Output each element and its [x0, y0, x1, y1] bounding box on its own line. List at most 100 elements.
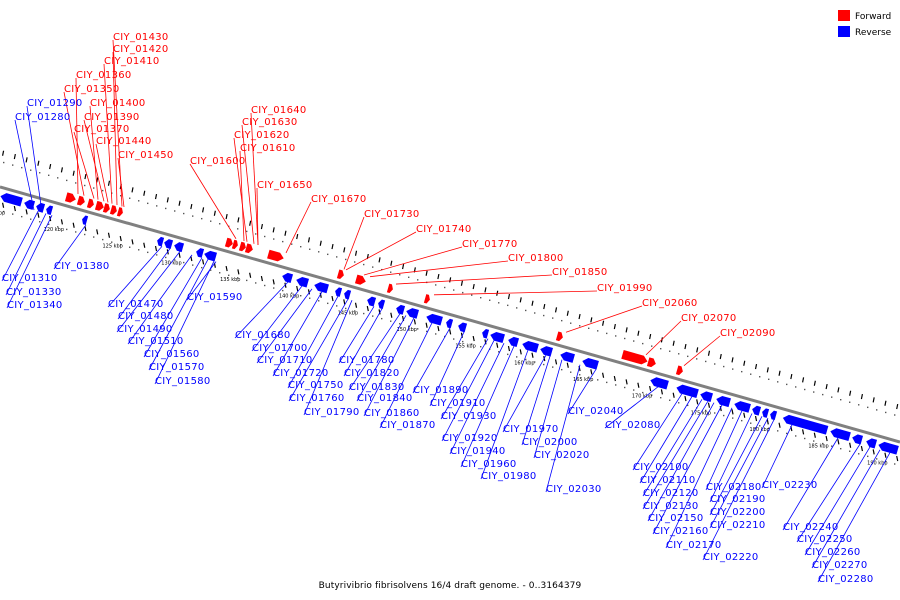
gene-label[interactable]: CIY_01400	[90, 98, 146, 109]
gene-label[interactable]: CIY_01980	[481, 471, 537, 482]
gene-label[interactable]: CIY_01480	[118, 311, 174, 322]
gene-label[interactable]: CIY_01580	[155, 376, 211, 387]
reverse-gene[interactable]	[281, 272, 294, 284]
gene-label[interactable]: CIY_01920	[442, 433, 498, 444]
gene-label[interactable]: CIY_01960	[461, 459, 517, 470]
reverse-gene[interactable]	[313, 281, 329, 294]
gene-label[interactable]: CIY_01340	[7, 300, 63, 311]
gene-label[interactable]: CIY_01850	[552, 267, 608, 278]
gene-label[interactable]: CIY_01770	[462, 239, 518, 250]
gene-label[interactable]: CIY_02030	[546, 484, 602, 495]
reverse-gene[interactable]	[81, 215, 89, 225]
gene-label[interactable]: CIY_01610	[240, 143, 296, 154]
gene-label[interactable]: CIY_01890	[413, 385, 469, 396]
reverse-gene[interactable]	[23, 199, 36, 210]
reverse-gene[interactable]	[45, 205, 54, 216]
reverse-gene[interactable]	[0, 192, 23, 207]
gene-label[interactable]: CIY_01490	[117, 324, 173, 335]
gene-label[interactable]: CIY_01650	[257, 180, 313, 191]
gene-label[interactable]: CIY_01840	[357, 393, 413, 404]
gene-label[interactable]: CIY_02120	[643, 488, 699, 499]
gene-label[interactable]: CIY_01630	[242, 117, 298, 128]
gene-label[interactable]: CIY_02270	[812, 560, 868, 571]
reverse-gene[interactable]	[366, 296, 377, 307]
gene-label[interactable]: CIY_01290	[27, 98, 83, 109]
gene-label[interactable]: CIY_01730	[364, 209, 420, 220]
gene-label[interactable]: CIY_01440	[96, 136, 152, 147]
gene-label[interactable]: CIY_02150	[648, 513, 704, 524]
gene-label[interactable]: CIY_02040	[568, 406, 624, 417]
reverse-gene[interactable]	[715, 395, 731, 408]
gene-label[interactable]: CIY_02210	[710, 520, 766, 531]
forward-gene[interactable]	[231, 239, 239, 250]
reverse-gene[interactable]	[481, 328, 490, 339]
forward-gene[interactable]	[102, 203, 111, 213]
gene-label[interactable]: CIY_01740	[416, 224, 472, 235]
gene-label[interactable]: CIY_01940	[450, 446, 506, 457]
forward-gene[interactable]	[94, 200, 105, 212]
reverse-gene[interactable]	[295, 276, 309, 288]
gene-label[interactable]: CIY_01710	[257, 355, 313, 366]
reverse-gene[interactable]	[829, 427, 851, 442]
reverse-gene[interactable]	[203, 250, 217, 262]
gene-label[interactable]: CIY_01600	[190, 156, 246, 167]
gene-label[interactable]: CIY_02080	[605, 420, 661, 431]
reverse-gene[interactable]	[761, 408, 770, 418]
gene-label[interactable]: CIY_02060	[642, 298, 698, 309]
reverse-gene[interactable]	[559, 350, 575, 363]
gene-label[interactable]: CIY_01410	[104, 56, 160, 67]
forward-gene[interactable]	[336, 269, 345, 280]
gene-label[interactable]: CIY_01860	[364, 408, 420, 419]
gene-label[interactable]: CIY_01870	[380, 420, 436, 431]
reverse-gene[interactable]	[539, 345, 553, 357]
gene-label[interactable]: CIY_01310	[2, 273, 58, 284]
reverse-gene[interactable]	[649, 376, 669, 390]
forward-gene[interactable]	[423, 294, 431, 304]
gene-label[interactable]: CIY_02190	[710, 494, 766, 505]
forward-gene[interactable]	[238, 241, 247, 252]
gene-label[interactable]: CIY_01720	[273, 368, 329, 379]
reverse-gene[interactable]	[457, 321, 468, 333]
forward-gene[interactable]	[354, 274, 367, 286]
reverse-gene[interactable]	[163, 238, 174, 250]
gene-label[interactable]: CIY_02220	[703, 552, 759, 563]
reverse-gene[interactable]	[751, 405, 762, 416]
gene-label[interactable]: CIY_02180	[706, 482, 762, 493]
gene-label[interactable]: CIY_02280	[818, 574, 874, 585]
gene-label[interactable]: CIY_02090	[720, 328, 776, 339]
gene-label[interactable]: CIY_01420	[113, 44, 169, 55]
forward-gene[interactable]	[267, 249, 285, 263]
reverse-gene[interactable]	[507, 336, 520, 348]
reverse-gene[interactable]	[521, 340, 539, 353]
forward-gene[interactable]	[224, 237, 234, 249]
reverse-gene[interactable]	[865, 437, 878, 449]
reverse-gene[interactable]	[334, 287, 343, 297]
gene-label[interactable]: CIY_01350	[64, 84, 120, 95]
gene-label[interactable]: CIY_01910	[430, 398, 486, 409]
forward-gene[interactable]	[86, 198, 95, 209]
gene-label[interactable]: CIY_01990	[597, 283, 653, 294]
reverse-gene[interactable]	[851, 433, 864, 445]
gene-label[interactable]: CIY_01430	[113, 32, 169, 43]
gene-label[interactable]: CIY_01700	[252, 343, 308, 354]
forward-gene[interactable]	[555, 331, 564, 342]
gene-label[interactable]: CIY_01930	[441, 411, 497, 422]
gene-label[interactable]: CIY_01760	[289, 393, 345, 404]
reverse-gene[interactable]	[877, 441, 899, 455]
reverse-gene[interactable]	[769, 410, 778, 421]
reverse-gene[interactable]	[405, 307, 419, 319]
gene-label[interactable]: CIY_01380	[54, 261, 110, 272]
gene-label[interactable]: CIY_02260	[805, 547, 861, 558]
gene-label[interactable]: CIY_01470	[108, 299, 164, 310]
gene-label[interactable]: CIY_01780	[339, 355, 395, 366]
gene-label[interactable]: CIY_01820	[344, 368, 400, 379]
reverse-gene[interactable]	[395, 304, 406, 315]
gene-label[interactable]: CIY_02240	[783, 522, 839, 533]
reverse-gene[interactable]	[377, 299, 386, 310]
reverse-gene[interactable]	[343, 289, 352, 300]
gene-label[interactable]: CIY_01670	[311, 194, 367, 205]
forward-gene[interactable]	[116, 207, 124, 217]
gene-label[interactable]: CIY_02130	[643, 501, 699, 512]
reverse-gene[interactable]	[782, 413, 829, 435]
gene-label[interactable]: CIY_02170	[666, 540, 722, 551]
